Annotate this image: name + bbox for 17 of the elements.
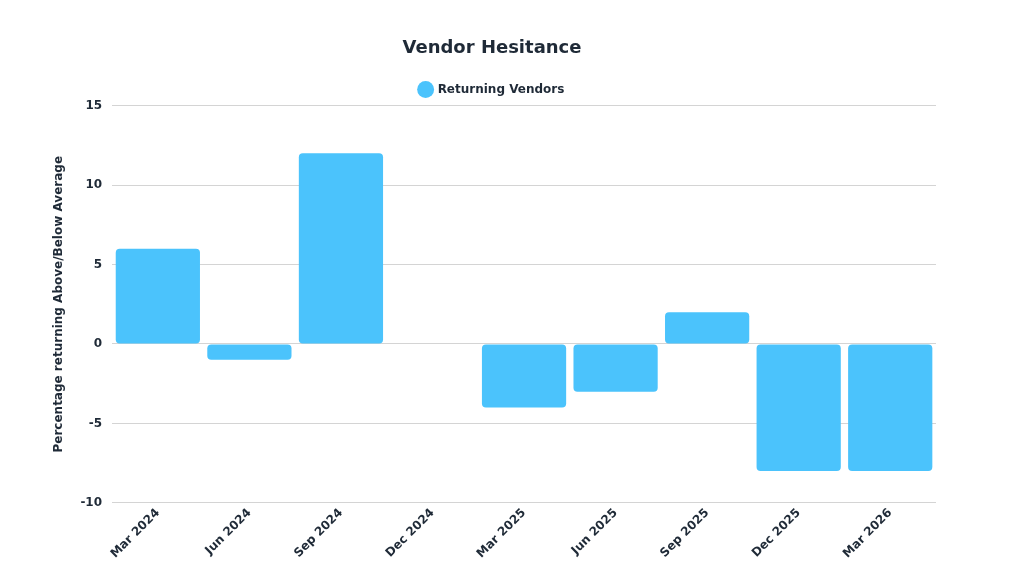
bar xyxy=(573,344,658,392)
bar xyxy=(848,344,933,472)
y-tick-label: -5 xyxy=(88,415,103,430)
bar xyxy=(665,312,750,344)
bar xyxy=(481,344,567,408)
y-tick-label: 15 xyxy=(85,97,103,112)
y-tick-label: 0 xyxy=(93,336,103,351)
bar xyxy=(115,248,200,344)
bar xyxy=(756,344,841,472)
chart-title: Vendor Hesitance xyxy=(402,36,582,58)
legend-label: Returning Vendors xyxy=(437,81,565,96)
y-tick-label: 10 xyxy=(85,177,103,192)
bar xyxy=(207,344,292,360)
y-axis-title: Percentage returning Above/Below Average xyxy=(51,155,66,453)
bar xyxy=(298,153,384,344)
y-tick-label: -10 xyxy=(80,495,103,510)
y-tick-label: 5 xyxy=(93,256,103,271)
